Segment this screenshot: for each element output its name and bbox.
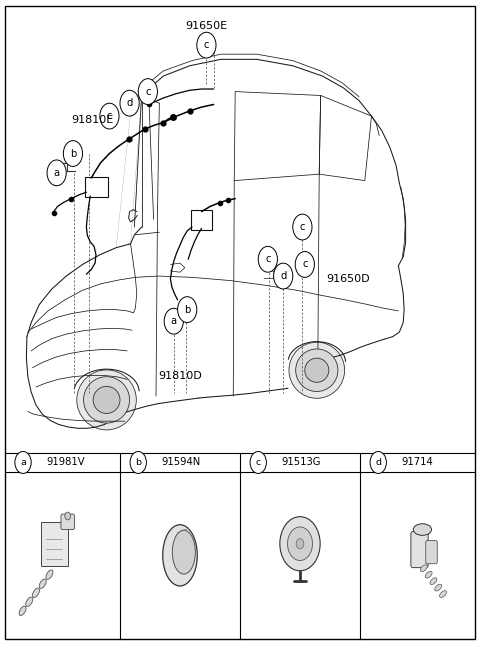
Circle shape [296,539,304,549]
Circle shape [293,214,312,240]
Circle shape [120,90,139,116]
Ellipse shape [296,349,338,392]
Text: 91650E: 91650E [185,21,228,31]
Ellipse shape [46,570,53,579]
Text: a: a [20,458,26,467]
FancyBboxPatch shape [411,531,428,568]
Circle shape [138,79,157,104]
Ellipse shape [163,525,197,586]
Circle shape [65,512,71,520]
Text: a: a [171,316,177,326]
Circle shape [63,141,83,166]
Circle shape [178,297,197,322]
Text: 91810E: 91810E [71,115,113,125]
Ellipse shape [93,386,120,413]
Circle shape [258,246,277,272]
Text: a: a [54,168,60,178]
FancyBboxPatch shape [85,177,108,197]
Ellipse shape [420,565,427,571]
Text: c: c [256,458,261,467]
Text: c: c [204,40,209,50]
Circle shape [288,527,312,561]
Ellipse shape [172,530,195,574]
Ellipse shape [33,588,39,597]
Circle shape [15,451,31,473]
Ellipse shape [425,571,432,578]
Text: c: c [302,259,308,270]
Text: b: b [70,148,76,159]
Ellipse shape [305,358,329,382]
Circle shape [130,451,146,473]
FancyBboxPatch shape [41,522,68,566]
Text: d: d [375,458,381,467]
Circle shape [274,263,293,289]
Text: d: d [126,98,133,108]
Ellipse shape [39,579,46,588]
Circle shape [164,308,183,334]
Text: 91810D: 91810D [158,371,202,381]
Ellipse shape [77,370,136,430]
Circle shape [197,32,216,58]
Text: c: c [145,86,151,97]
Ellipse shape [413,524,432,535]
Ellipse shape [435,584,442,591]
Text: b: b [135,458,141,467]
Circle shape [100,103,119,129]
Ellipse shape [26,597,33,606]
Text: b: b [184,304,191,315]
Ellipse shape [19,606,26,615]
Circle shape [280,517,320,571]
Text: c: c [300,222,305,232]
Text: 91513G: 91513G [281,457,321,468]
Circle shape [250,451,266,473]
Text: 91650D: 91650D [326,273,370,284]
FancyBboxPatch shape [426,541,437,564]
FancyBboxPatch shape [61,514,74,530]
Ellipse shape [430,578,437,584]
Text: c: c [265,254,271,264]
Text: c: c [107,111,112,121]
Ellipse shape [84,377,130,423]
Text: 91594N: 91594N [161,457,201,468]
Circle shape [295,252,314,277]
Circle shape [47,160,66,186]
Ellipse shape [440,591,446,597]
Text: d: d [280,271,287,281]
Ellipse shape [289,342,345,399]
Text: 91714: 91714 [401,457,433,468]
FancyBboxPatch shape [191,210,212,230]
Circle shape [370,451,386,473]
Text: 91981V: 91981V [46,457,84,468]
